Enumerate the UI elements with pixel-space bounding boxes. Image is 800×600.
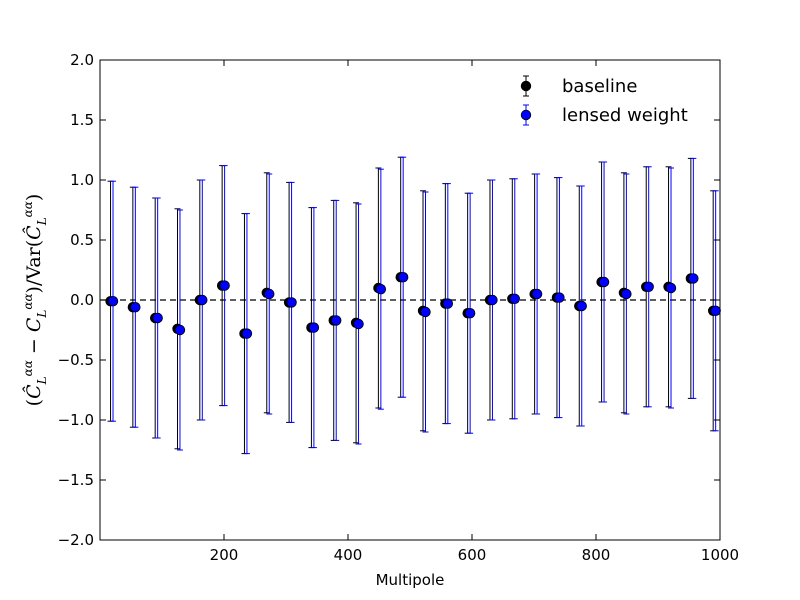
legend-label: baseline bbox=[562, 76, 637, 97]
data-point bbox=[554, 292, 565, 303]
data-point bbox=[576, 300, 587, 312]
data-point bbox=[397, 272, 409, 283]
y-tick-label: −1.0 bbox=[58, 411, 94, 429]
data-point bbox=[331, 315, 342, 326]
y-axis-label-group: (ĈLαα − CLαα)/Var(ĈLαα) bbox=[21, 194, 49, 407]
data-point bbox=[688, 273, 699, 284]
y-tick-label: −2.0 bbox=[58, 531, 94, 549]
y-tick-label: −1.5 bbox=[58, 471, 94, 489]
data-point bbox=[643, 281, 654, 293]
x-tick-label: 400 bbox=[334, 546, 363, 564]
data-point bbox=[487, 294, 498, 306]
y-tick-label: 0.0 bbox=[70, 291, 94, 309]
data-point bbox=[353, 318, 364, 330]
data-point bbox=[107, 296, 119, 307]
y-axis-ticks: −2.0 −1.5 −1.0 −0.5 0.0 0.5 1.0 1.5 2.0 bbox=[58, 51, 720, 549]
data-point bbox=[241, 328, 253, 339]
data-point bbox=[264, 288, 275, 300]
data-point bbox=[219, 280, 230, 291]
legend-marker bbox=[520, 80, 532, 92]
data-point bbox=[531, 288, 543, 300]
data-point bbox=[509, 293, 520, 305]
y-tick-label: 1.5 bbox=[70, 111, 94, 129]
y-tick-label: 2.0 bbox=[70, 51, 94, 69]
data-point bbox=[197, 294, 208, 306]
x-axis-label: Multipole bbox=[376, 571, 445, 589]
y-tick-label: −0.5 bbox=[58, 351, 94, 369]
legend: baseline lensed weight bbox=[520, 75, 688, 126]
legend-marker bbox=[520, 109, 532, 121]
y-tick-label: 1.0 bbox=[70, 171, 94, 189]
data-point bbox=[665, 282, 677, 294]
data-point bbox=[375, 284, 387, 295]
x-tick-label: 200 bbox=[210, 546, 239, 564]
series-layer bbox=[105, 156, 721, 455]
series-lensed-weight bbox=[107, 156, 721, 455]
data-point bbox=[130, 302, 141, 313]
data-point bbox=[308, 322, 320, 333]
x-tick-label: 600 bbox=[458, 546, 487, 564]
data-point bbox=[598, 276, 610, 288]
data-point bbox=[710, 305, 721, 317]
data-point bbox=[442, 298, 454, 309]
y-axis-label: (ĈLαα − CLαα)/Var(ĈLαα) bbox=[21, 194, 49, 407]
data-point bbox=[152, 312, 163, 324]
x-axis-ticks: 200 400 600 800 1000 bbox=[210, 60, 739, 564]
y-tick-label: 0.5 bbox=[70, 231, 94, 249]
data-point bbox=[286, 297, 297, 308]
data-point bbox=[174, 324, 186, 336]
x-tick-label: 1000 bbox=[701, 546, 739, 564]
data-point bbox=[420, 306, 431, 318]
data-point bbox=[621, 288, 632, 300]
legend-label: lensed weight bbox=[562, 105, 688, 126]
x-tick-label: 800 bbox=[582, 546, 611, 564]
data-point bbox=[464, 308, 476, 319]
